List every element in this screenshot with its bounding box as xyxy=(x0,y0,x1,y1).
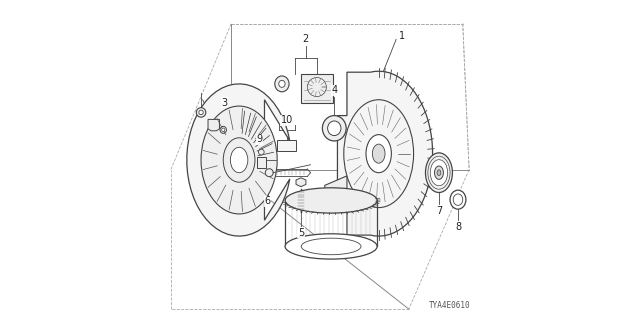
Ellipse shape xyxy=(279,80,285,87)
Ellipse shape xyxy=(196,108,206,117)
Ellipse shape xyxy=(426,153,452,193)
Bar xyxy=(257,157,266,168)
Ellipse shape xyxy=(265,169,273,177)
Ellipse shape xyxy=(344,100,413,208)
Polygon shape xyxy=(187,84,290,236)
Bar xyxy=(277,140,296,151)
Ellipse shape xyxy=(221,128,225,132)
Text: 3: 3 xyxy=(222,98,228,108)
Ellipse shape xyxy=(328,121,341,136)
Text: 6: 6 xyxy=(264,196,271,206)
Text: 4: 4 xyxy=(332,85,337,95)
Ellipse shape xyxy=(437,170,441,176)
Text: 5: 5 xyxy=(298,228,304,238)
Polygon shape xyxy=(208,119,220,131)
Ellipse shape xyxy=(366,135,392,173)
Ellipse shape xyxy=(372,144,385,163)
Ellipse shape xyxy=(430,160,448,186)
Ellipse shape xyxy=(450,190,466,209)
Ellipse shape xyxy=(285,234,377,259)
Ellipse shape xyxy=(323,116,346,141)
Polygon shape xyxy=(324,176,347,204)
Ellipse shape xyxy=(428,156,450,189)
Ellipse shape xyxy=(199,110,204,115)
Ellipse shape xyxy=(230,147,248,173)
Polygon shape xyxy=(301,74,333,103)
Ellipse shape xyxy=(275,76,289,92)
Ellipse shape xyxy=(435,166,444,179)
Text: 2: 2 xyxy=(303,35,309,44)
Text: 7: 7 xyxy=(436,206,442,216)
Ellipse shape xyxy=(301,238,361,255)
Ellipse shape xyxy=(201,106,277,214)
Text: 9: 9 xyxy=(257,134,263,144)
Ellipse shape xyxy=(220,126,227,133)
Ellipse shape xyxy=(259,149,264,155)
Ellipse shape xyxy=(285,188,377,213)
Polygon shape xyxy=(337,71,433,236)
Ellipse shape xyxy=(223,138,255,182)
Ellipse shape xyxy=(307,77,326,97)
Polygon shape xyxy=(296,178,306,187)
Text: TYA4E0610: TYA4E0610 xyxy=(429,301,471,310)
Text: 10: 10 xyxy=(280,115,293,125)
Text: 1: 1 xyxy=(399,31,406,41)
Ellipse shape xyxy=(453,194,463,205)
Text: 8: 8 xyxy=(455,222,461,232)
